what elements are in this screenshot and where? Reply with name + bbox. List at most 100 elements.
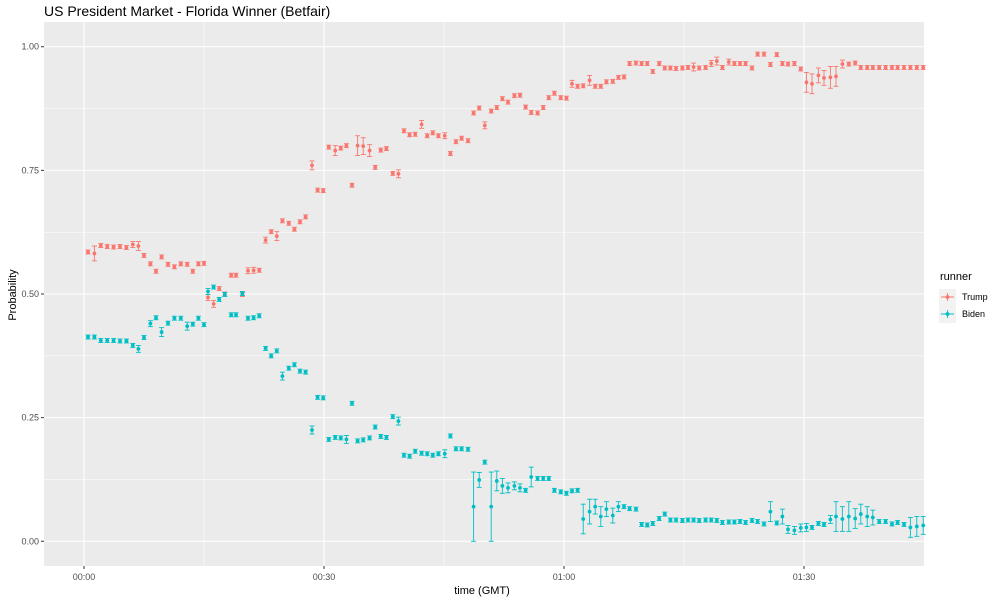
point-marker <box>564 491 569 496</box>
point-marker <box>828 517 833 522</box>
point-marker <box>185 262 190 267</box>
point-marker <box>622 74 626 79</box>
data-point <box>592 83 598 89</box>
point-marker <box>105 338 110 343</box>
point-marker <box>280 218 285 223</box>
point-marker <box>321 188 326 193</box>
data-point <box>587 74 593 86</box>
point-marker <box>846 62 851 66</box>
data-point <box>297 219 303 225</box>
data-point <box>870 65 876 70</box>
data-point <box>644 522 650 528</box>
data-point <box>372 424 378 430</box>
point-marker <box>436 451 441 456</box>
point-marker <box>361 437 366 442</box>
data-point <box>471 471 477 542</box>
y-axis-title: Probability <box>7 269 19 321</box>
data-point <box>667 517 673 523</box>
point-marker <box>202 322 206 327</box>
point-marker <box>697 66 702 70</box>
point-marker <box>674 518 678 522</box>
data-point <box>517 92 523 98</box>
x-tick-label: 01:30 <box>793 572 816 582</box>
point-marker <box>419 451 424 456</box>
data-point <box>332 145 338 156</box>
data-point <box>256 313 262 319</box>
point-marker <box>136 244 141 248</box>
point-marker <box>858 512 863 516</box>
data-point <box>798 66 804 72</box>
point-marker <box>154 315 158 320</box>
point-marker <box>792 528 797 533</box>
x-axis-ticks: 00:00 00:30 01:00 01:30 <box>73 566 816 582</box>
data-point <box>726 519 732 525</box>
point-marker <box>477 478 482 482</box>
data-point <box>563 95 569 101</box>
point-marker <box>634 61 638 65</box>
data-point <box>907 517 913 538</box>
point-marker <box>674 66 678 71</box>
data-point <box>703 517 709 523</box>
data-point <box>424 451 430 457</box>
data-point <box>603 501 609 517</box>
data-point <box>791 61 797 66</box>
point-marker <box>396 171 401 176</box>
data-point <box>558 95 564 101</box>
point-marker <box>211 301 216 306</box>
point-marker <box>908 65 913 70</box>
data-point <box>627 506 633 512</box>
point-marker <box>333 148 338 153</box>
data-point <box>130 343 136 348</box>
data-point <box>239 291 245 296</box>
data-point <box>343 434 349 444</box>
data-point <box>159 254 165 260</box>
data-point <box>91 245 97 262</box>
data-point <box>621 504 627 510</box>
point-marker <box>546 476 551 481</box>
point-marker <box>750 518 754 523</box>
point-marker <box>234 312 238 317</box>
data-point <box>459 135 465 141</box>
point-marker <box>269 229 274 234</box>
point-marker <box>338 436 343 440</box>
data-point <box>883 519 889 524</box>
data-point <box>737 519 743 524</box>
data-point <box>798 523 804 533</box>
point-marker <box>762 522 766 526</box>
data-point <box>546 476 552 481</box>
chart-title: US President Market - Florida Winner (Be… <box>44 3 330 19</box>
data-point <box>779 61 785 66</box>
data-point <box>719 520 725 525</box>
data-point <box>111 338 117 343</box>
point-marker <box>840 62 845 66</box>
point-marker <box>240 291 245 296</box>
data-point <box>488 471 494 542</box>
point-marker <box>581 83 586 88</box>
data-point <box>598 83 604 89</box>
point-marker <box>105 244 110 249</box>
point-marker <box>726 60 731 64</box>
data-point <box>141 252 147 258</box>
point-marker <box>703 65 708 70</box>
data-point <box>685 65 691 70</box>
data-point <box>195 261 201 267</box>
data-point <box>592 498 598 515</box>
data-point <box>419 119 425 129</box>
legend: runner Trump Biden <box>939 271 988 323</box>
data-point <box>338 435 344 441</box>
point-marker <box>774 521 779 525</box>
data-point <box>442 449 448 459</box>
point-marker <box>575 488 580 493</box>
point-marker <box>217 297 222 302</box>
point-marker <box>185 324 190 329</box>
point-marker <box>691 65 696 69</box>
data-point <box>430 452 436 458</box>
data-point <box>673 66 679 71</box>
data-point <box>367 144 373 157</box>
point-marker <box>575 84 580 89</box>
data-point <box>135 344 141 353</box>
data-point <box>667 65 673 71</box>
data-point <box>833 501 839 532</box>
data-point <box>85 334 91 340</box>
data-point <box>852 508 858 529</box>
